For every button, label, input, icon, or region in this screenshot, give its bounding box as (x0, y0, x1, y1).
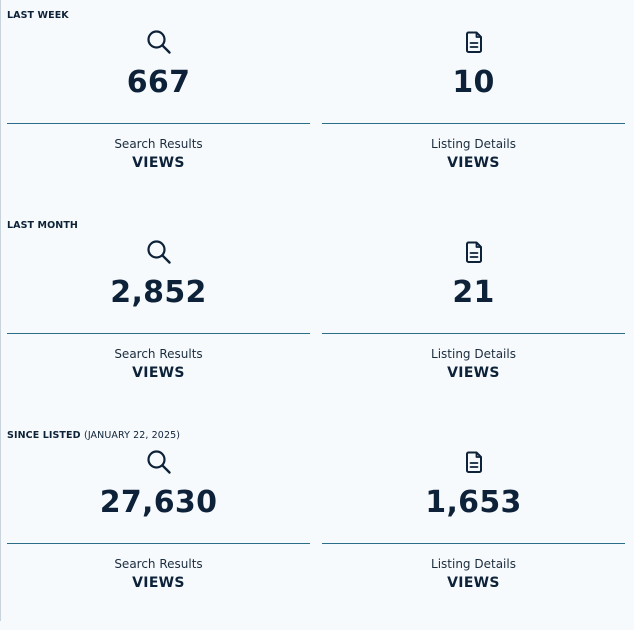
views-label: VIEWS (132, 575, 185, 591)
search-results-label: Search Results (114, 137, 203, 151)
divider (7, 543, 310, 544)
views-label: VIEWS (447, 575, 500, 591)
listing-details-count: 1,653 (425, 485, 522, 520)
listing-details-label: Listing Details (431, 347, 516, 361)
search-results-label: Search Results (114, 347, 203, 361)
search-icon (145, 28, 173, 56)
left-border (0, 0, 1, 621)
listing-details-label: Listing Details (431, 137, 516, 151)
search-results-label: Search Results (114, 557, 203, 571)
search-results-count: 2,852 (110, 275, 207, 310)
search-icon (145, 448, 173, 476)
divider (7, 333, 310, 334)
document-icon (460, 448, 488, 476)
section-heading: LAST MONTH (7, 220, 78, 231)
section-heading: SINCE LISTED (JANUARY 22, 2025) (7, 430, 180, 441)
listing-details-count: 21 (452, 275, 495, 310)
section-heading-title: LAST WEEK (7, 10, 69, 21)
section-heading: LAST WEEK (7, 10, 69, 21)
section-last-week: LAST WEEK 667 Search Results VIEWS 10 Li… (0, 0, 634, 210)
listing-details-stat: 21 Listing Details VIEWS (322, 210, 625, 400)
section-heading-title: LAST MONTH (7, 220, 78, 231)
views-label: VIEWS (447, 155, 500, 171)
listing-details-stat: 10 Listing Details VIEWS (322, 0, 625, 190)
search-results-stat: 667 Search Results VIEWS (7, 0, 310, 190)
section-since-listed: SINCE LISTED (JANUARY 22, 2025) 27,630 S… (0, 420, 634, 630)
search-results-stat: 2,852 Search Results VIEWS (7, 210, 310, 400)
search-results-count: 667 (126, 65, 191, 100)
views-label: VIEWS (132, 365, 185, 381)
divider (322, 543, 625, 544)
document-icon (460, 238, 488, 266)
divider (322, 123, 625, 124)
document-icon (460, 28, 488, 56)
views-label: VIEWS (447, 365, 500, 381)
listing-details-label: Listing Details (431, 557, 516, 571)
divider (322, 333, 625, 334)
section-heading-title: SINCE LISTED (7, 430, 81, 441)
search-results-stat: 27,630 Search Results VIEWS (7, 420, 310, 610)
section-heading-subtitle: (JANUARY 22, 2025) (84, 430, 181, 441)
search-results-count: 27,630 (99, 485, 218, 520)
section-last-month: LAST MONTH 2,852 Search Results VIEWS 21… (0, 210, 634, 420)
listing-details-stat: 1,653 Listing Details VIEWS (322, 420, 625, 610)
search-icon (145, 238, 173, 266)
listing-details-count: 10 (452, 65, 495, 100)
views-label: VIEWS (132, 155, 185, 171)
divider (7, 123, 310, 124)
